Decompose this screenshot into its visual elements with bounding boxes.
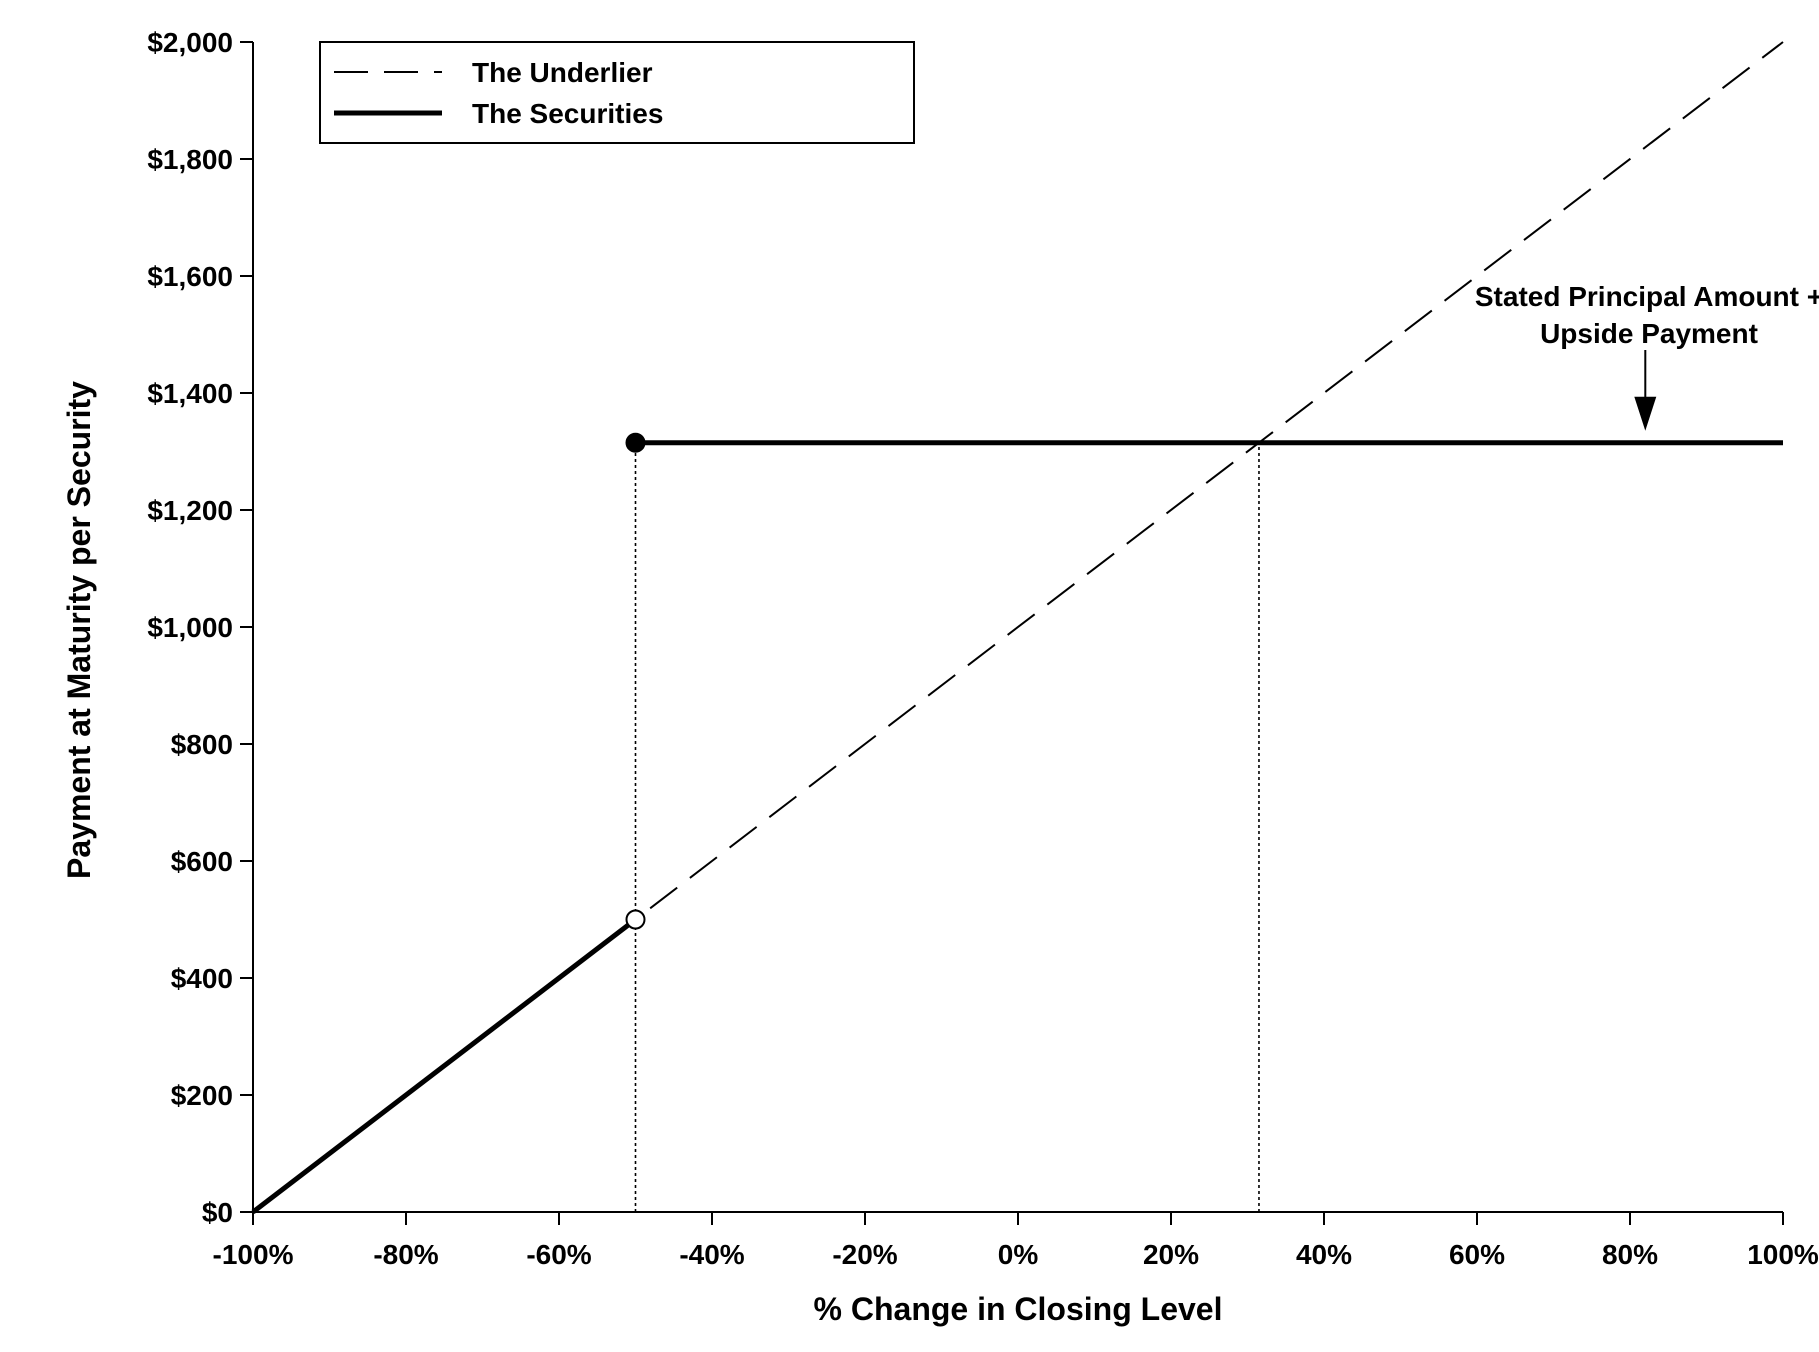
y-tick-label: $1,200 (147, 495, 233, 526)
x-tick-label: 60% (1449, 1239, 1505, 1270)
legend: The Underlier The Securities (319, 41, 915, 144)
x-tick-label: -20% (832, 1239, 897, 1270)
reference-lines (634, 442, 1260, 1212)
x-tick-label: -80% (373, 1239, 438, 1270)
y-tick-label: $600 (171, 846, 233, 877)
y-tick-label: $200 (171, 1080, 233, 1111)
y-tick-label: $800 (171, 729, 233, 760)
x-tick-label: 20% (1143, 1239, 1199, 1270)
y-tick-label: $0 (202, 1197, 233, 1228)
annotation-line-2: Upside Payment (1540, 318, 1758, 349)
x-tick-label: 40% (1296, 1239, 1352, 1270)
annotation-line-1: Stated Principal Amount + (1475, 281, 1819, 312)
legend-label-securities: The Securities (472, 98, 663, 129)
y-tick-label: $2,000 (147, 27, 233, 58)
y-tick-label: $400 (171, 963, 233, 994)
y-axis-label: Payment at Maturity per Security (61, 381, 97, 879)
x-tick-label: -100% (213, 1239, 294, 1270)
axes: -100% -80% -60% -40% -20% 0% 20% 40% 60% 80% 100% $… (147, 27, 1819, 1270)
annotation: Stated Principal Amount + Upside Payment (1475, 281, 1819, 431)
y-tick-label: $1,600 (147, 261, 233, 292)
series-line-securities (251, 917, 638, 1214)
x-tick-label: 0% (998, 1239, 1039, 1270)
markers-layer (625, 432, 646, 930)
series-layer (251, 41, 1784, 1214)
legend-label-underlier: The Underlier (472, 57, 653, 88)
x-axis-label: % Change in Closing Level (814, 1291, 1223, 1327)
y-tick-label: $1,000 (147, 612, 233, 643)
x-tick-label: 100% (1747, 1239, 1819, 1270)
marker-open (625, 909, 646, 930)
legend-box (319, 41, 915, 144)
x-tick-label: -60% (526, 1239, 591, 1270)
x-tick-label: 80% (1602, 1239, 1658, 1270)
x-tick-label: -40% (679, 1239, 744, 1270)
annotation-arrow-head (1634, 396, 1657, 431)
y-tick-label: $1,400 (147, 378, 233, 409)
y-tick-label: $1,800 (147, 144, 233, 175)
marker-filled (625, 432, 646, 453)
